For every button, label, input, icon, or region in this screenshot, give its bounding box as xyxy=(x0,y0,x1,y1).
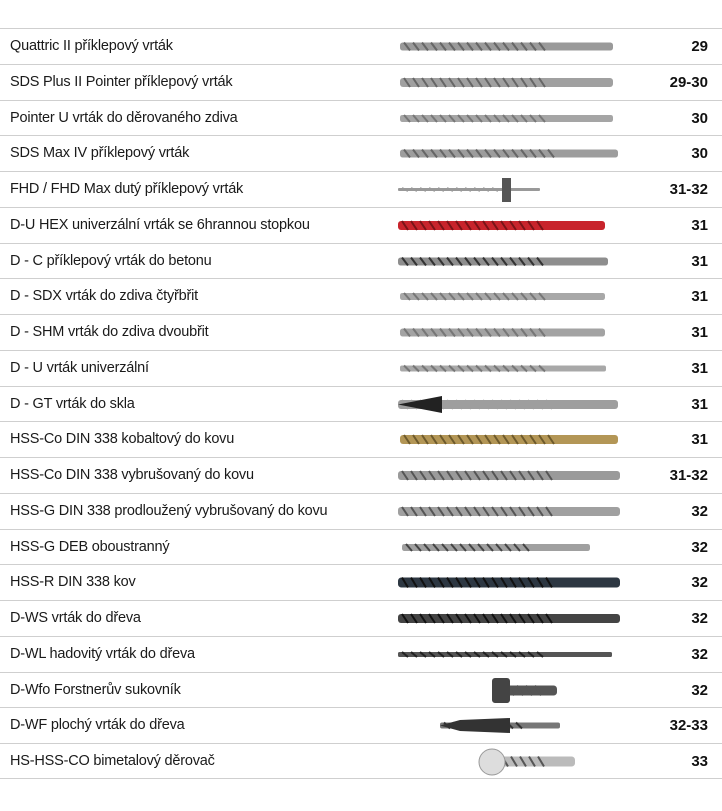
page-number: 31-32 xyxy=(670,172,708,207)
page-number: 31 xyxy=(691,351,708,386)
product-name: FHD / FHD Max dutý příklepový vrták xyxy=(10,172,243,207)
product-name: D-Wfo Forstnerův sukovník xyxy=(10,673,181,708)
saw xyxy=(479,749,505,775)
drill-image xyxy=(380,530,640,565)
drill-image xyxy=(380,315,640,350)
drill-image xyxy=(380,351,640,386)
drill-image xyxy=(380,29,640,64)
page-number: 29-30 xyxy=(670,65,708,100)
table-row: D - GT vrták do skla 31 xyxy=(0,386,722,422)
drill-image xyxy=(380,744,640,779)
drill-image xyxy=(380,708,640,743)
table-row: D-WS vrták do dřeva 32 xyxy=(0,600,722,636)
table-row: Pointer U vrták do děrovaného zdiva 30 xyxy=(0,100,722,136)
product-name: SDS Plus II Pointer příklepový vrták xyxy=(10,65,232,100)
page-number: 32 xyxy=(691,530,708,565)
page-number: 31 xyxy=(691,208,708,243)
drill-image xyxy=(380,136,640,171)
table-row: HS-HSS-CO bimetalový děrovač 33 xyxy=(0,743,722,779)
table-row: HSS-G DEB oboustranný 32 xyxy=(0,529,722,565)
page-number: 31 xyxy=(691,279,708,314)
page-number: 32 xyxy=(691,637,708,672)
product-name: Quattric II příklepový vrták xyxy=(10,29,173,64)
product-name: D - GT vrták do skla xyxy=(10,387,135,422)
product-name: D-U HEX univerzální vrták se 6hrannou st… xyxy=(10,208,310,243)
spade xyxy=(440,718,510,733)
drill-image xyxy=(380,458,640,493)
product-name: HS-HSS-CO bimetalový děrovač xyxy=(10,744,215,779)
page-number: 30 xyxy=(691,101,708,136)
tip xyxy=(398,396,442,413)
drill-image xyxy=(380,565,640,600)
page-number: 32 xyxy=(691,601,708,636)
table-row: HSS-R DIN 338 kov 32 xyxy=(0,564,722,600)
page-number: 31-32 xyxy=(670,458,708,493)
table-row: D-WF plochý vrták do dřeva 32-33 xyxy=(0,707,722,743)
product-name: SDS Max IV příklepový vrták xyxy=(10,136,189,171)
drill-image xyxy=(380,673,640,708)
table-row: HSS-G DIN 338 prodloužený vybrušovaný do… xyxy=(0,493,722,529)
drill-image xyxy=(380,172,640,207)
page-number: 32 xyxy=(691,673,708,708)
product-name: D - SDX vrták do zdiva čtyřbřit xyxy=(10,279,198,314)
table-row: D - SHM vrták do zdiva dvoubřit 31 xyxy=(0,314,722,350)
header-space xyxy=(0,0,722,28)
page-number: 31 xyxy=(691,387,708,422)
page-number: 29 xyxy=(691,29,708,64)
table-row: D - C příklepový vrták do betonu 31 xyxy=(0,243,722,279)
table-row: D-Wfo Forstnerův sukovník 32 xyxy=(0,672,722,708)
page: {"table":{"rows":[ ["Quattric II příklep… xyxy=(0,0,722,811)
page-number: 30 xyxy=(691,136,708,171)
head xyxy=(492,678,510,703)
drill-image xyxy=(380,601,640,636)
product-name: HSS-G DEB oboustranný xyxy=(10,530,169,565)
drill-image xyxy=(380,208,640,243)
product-name: Pointer U vrták do děrovaného zdiva xyxy=(10,101,238,136)
product-name: D - SHM vrták do zdiva dvoubřit xyxy=(10,315,208,350)
drill-image xyxy=(380,244,640,279)
table-row: SDS Max IV příklepový vrták 30 xyxy=(0,135,722,171)
table-row: D - SDX vrták do zdiva čtyřbřit 31 xyxy=(0,278,722,314)
drill-image xyxy=(380,101,640,136)
product-name: D-WF plochý vrták do dřeva xyxy=(10,708,185,743)
table-row: SDS Plus II Pointer příklepový vrták 29-3… xyxy=(0,64,722,100)
product-name: D-WL hadovitý vrták do dřeva xyxy=(10,637,195,672)
table-row: D - U vrták univerzální 31 xyxy=(0,350,722,386)
drill-image xyxy=(380,279,640,314)
page-number: 32-33 xyxy=(670,708,708,743)
table-row: Quattric II příklepový vrták 29 xyxy=(0,28,722,64)
page-number: 31 xyxy=(691,422,708,457)
product-name: D - C příklepový vrták do betonu xyxy=(10,244,212,279)
page-number: 32 xyxy=(691,494,708,529)
page-number: 33 xyxy=(691,744,708,779)
product-name: HSS-G DIN 338 prodloužený vybrušovaný do… xyxy=(10,494,327,529)
drill-image xyxy=(380,65,640,100)
table-row: D-WL hadovitý vrták do dřeva 32 xyxy=(0,636,722,672)
drill-image xyxy=(380,422,640,457)
table-row: FHD / FHD Max dutý příklepový vrták 31-32 xyxy=(0,171,722,207)
page-number: 31 xyxy=(691,315,708,350)
product-name: HSS-R DIN 338 kov xyxy=(10,565,136,600)
handle xyxy=(502,178,511,202)
drill-image xyxy=(380,637,640,672)
table-row: D-U HEX univerzální vrták se 6hrannou st… xyxy=(0,207,722,243)
product-name: HSS-Co DIN 338 vybrušovaný do kovu xyxy=(10,458,254,493)
product-name: D - U vrták univerzální xyxy=(10,351,149,386)
table-row: HSS-Co DIN 338 kobaltový do kovu 31 xyxy=(0,421,722,457)
page-number: 32 xyxy=(691,565,708,600)
product-name: D-WS vrták do dřeva xyxy=(10,601,141,636)
drill-image xyxy=(380,494,640,529)
table-row: HSS-Co DIN 338 vybrušovaný do kovu 31-32 xyxy=(0,457,722,493)
drill-image xyxy=(380,387,640,422)
product-name: HSS-Co DIN 338 kobaltový do kovu xyxy=(10,422,234,457)
page-number: 31 xyxy=(691,244,708,279)
